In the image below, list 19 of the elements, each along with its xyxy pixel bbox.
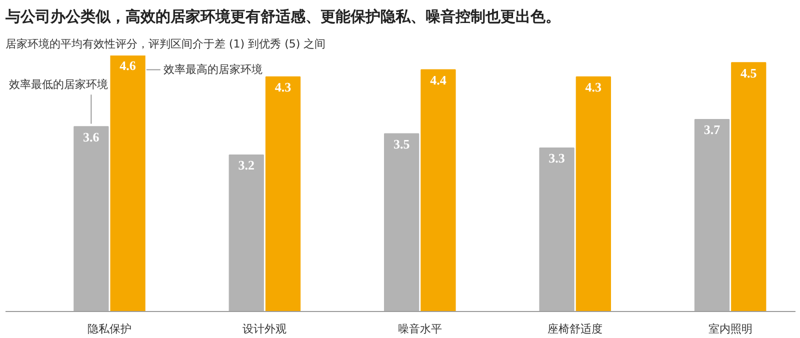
- series-label: 效率最高的居家环境: [164, 63, 262, 76]
- data-label: 4.3: [274, 80, 292, 95]
- data-label: 4.6: [120, 58, 136, 74]
- x-tick-label: 隐私保护: [87, 322, 132, 336]
- data-label: 3.7: [704, 122, 721, 138]
- x-tick-label: 设计外观: [242, 322, 287, 336]
- data-label: 3.5: [393, 136, 410, 152]
- text: 效率最低的居家环境: [9, 78, 108, 92]
- data-label: 4.5: [740, 65, 758, 80]
- data-label: 3.6: [83, 129, 100, 144]
- chart-subtitle: 居家环境的平均有效性评分，评判区间介于差 (1) 到优秀 (5) 之间: [6, 38, 326, 50]
- data-label: 3.3: [548, 150, 566, 166]
- x-tick-label: 座椅舒适度: [548, 322, 603, 336]
- x-tick-label: 室内照明: [708, 322, 752, 336]
- data-label: 3.2: [238, 158, 255, 173]
- data-label: 4.4: [430, 72, 447, 88]
- chart-title: 与公司办公类似，高效的居家环境更有舒适感、更能保护隐私、噪音控制也更出色。: [4, 8, 560, 26]
- x-tick-label: 噪音水平: [398, 322, 442, 336]
- data-label: 4.3: [585, 80, 602, 95]
